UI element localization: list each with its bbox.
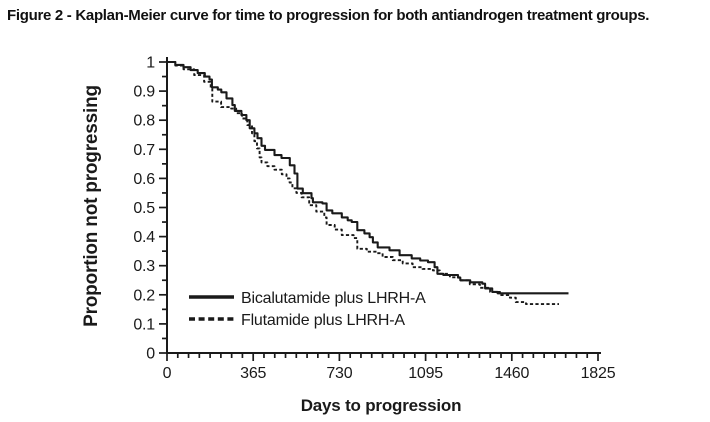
y-tick-label: 0.6 xyxy=(133,171,155,188)
legend-label-bicalutamide: Bicalutamide plus LHRH-A xyxy=(241,290,426,307)
y-tick-label: 0.7 xyxy=(133,142,155,159)
x-tick-label: 1095 xyxy=(408,365,443,382)
y-axis-title: Proportion not progressing xyxy=(81,85,102,327)
series-bicalutamide-curve xyxy=(167,60,569,295)
y-tick-label: 0 xyxy=(146,346,155,363)
x-tick-label: 730 xyxy=(326,365,352,382)
x-tick-label: 365 xyxy=(240,365,266,382)
x-tick-label: 0 xyxy=(163,365,172,382)
y-tick-label: 0.1 xyxy=(133,316,155,333)
y-tick-label: 0.3 xyxy=(133,258,155,275)
x-axis-ticks xyxy=(166,353,599,361)
series-curves xyxy=(167,60,569,306)
x-axis-title: Days to progression xyxy=(301,396,462,415)
x-tick-labels: 0 365 730 1095 1460 1825 xyxy=(163,365,616,382)
x-tick-label: 1825 xyxy=(581,365,616,382)
y-tick-label: 0.8 xyxy=(133,113,155,130)
figure-title: Figure 2 - Kaplan-Meier curve for time t… xyxy=(7,7,650,24)
legend: Bicalutamide plus LHRH-A Flutamide plus … xyxy=(189,290,426,329)
y-axis-ticks xyxy=(159,61,167,354)
series-flutamide-curve xyxy=(167,61,559,306)
legend-label-flutamide: Flutamide plus LHRH-A xyxy=(241,312,405,329)
y-tick-labels: 0 0.1 0.2 0.3 0.4 0.5 0.6 0.7 0.8 0.9 1 xyxy=(133,55,155,363)
y-tick-label: 0.2 xyxy=(133,287,155,304)
y-tick-label: 0.4 xyxy=(133,229,155,246)
x-tick-label: 1460 xyxy=(494,365,529,382)
y-tick-label: 0.9 xyxy=(133,84,155,101)
y-tick-label: 1 xyxy=(146,55,155,72)
y-tick-label: 0.5 xyxy=(133,200,155,217)
